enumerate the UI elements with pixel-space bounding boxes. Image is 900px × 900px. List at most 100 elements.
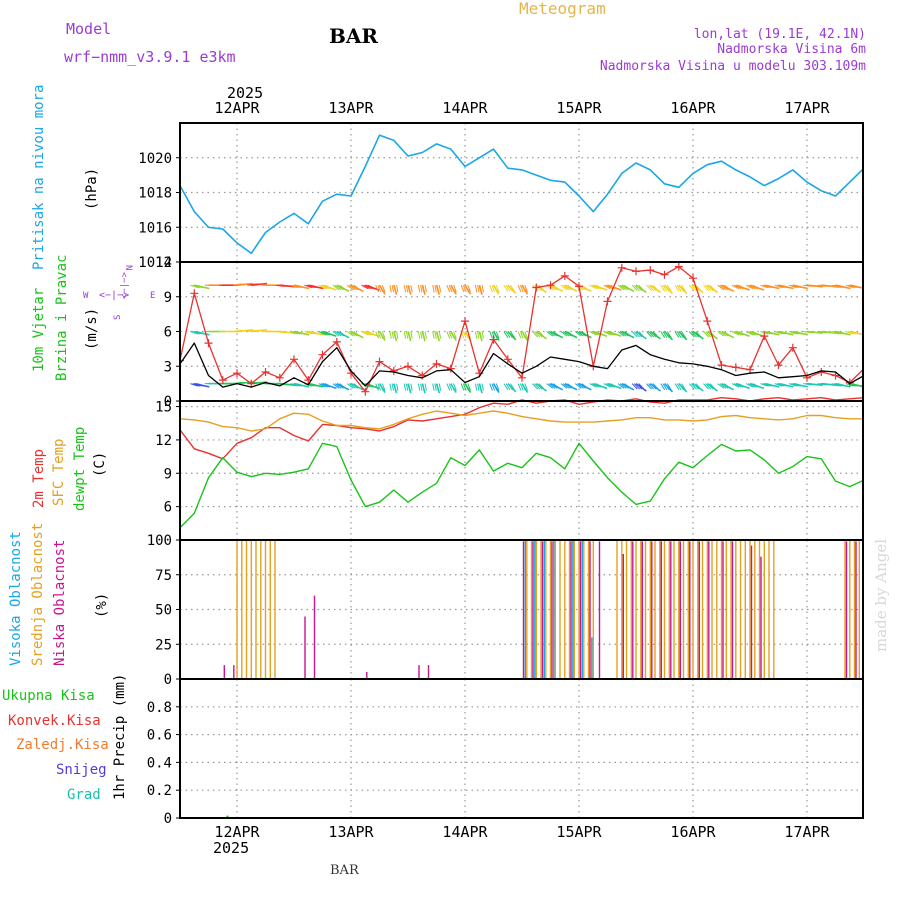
wind-gust-marker [204, 339, 213, 348]
wind-barb-fan [717, 284, 725, 291]
wind-barb-fan [676, 331, 682, 338]
wind-barb-fan [381, 383, 386, 391]
wind-barb-fan [703, 284, 709, 292]
wind-barb-fan [239, 329, 248, 332]
wind-barb-fan [652, 284, 659, 292]
date-label-top: 13APR [328, 99, 374, 117]
wind-barb-fan [681, 383, 686, 391]
station-title: BAR [329, 24, 378, 48]
wind-barb-fan [320, 383, 329, 388]
wind-barb-fan [438, 383, 442, 391]
wind-barb-fan [764, 383, 773, 387]
wind-gust-marker [731, 363, 740, 372]
wind-barb-fan [648, 383, 655, 390]
wind-barb-fan [448, 383, 453, 391]
wind-barb-fan [481, 331, 484, 339]
wind-barb-fan [495, 331, 500, 339]
wind-barb-fan [650, 284, 657, 292]
wind-barb-fan [760, 383, 769, 387]
wind-barb-fan [666, 284, 672, 292]
wind-barb-fan [282, 284, 291, 287]
y-tick-label: 3 [164, 359, 172, 375]
wind-barb-fan [745, 331, 754, 336]
wind-barb-fan [593, 284, 602, 290]
panel-frame [179, 400, 864, 541]
wind-barb-fan [254, 329, 262, 332]
wind-barb-fan [194, 284, 203, 289]
wind-barb-fan [681, 331, 686, 338]
pressure-line [180, 134, 863, 255]
wind-barb-fan [835, 284, 844, 289]
wind-barb-fan [567, 383, 575, 389]
wind-barb-fan [577, 331, 584, 337]
wind-barb-fan [322, 284, 331, 290]
wind-barb-fan [595, 383, 604, 388]
wind-barb-fan [351, 284, 359, 291]
wind-barb-fan [438, 331, 442, 339]
panel-frame [179, 678, 864, 819]
wind-barb-fan [560, 284, 568, 291]
dewpt-line [180, 442, 863, 529]
wind-barb-fan [589, 383, 597, 388]
wind-barb-fan [351, 331, 359, 337]
wind-barb-fan [417, 383, 421, 391]
wind-barb-fan [648, 284, 655, 292]
wind-barb-fan [745, 383, 754, 388]
wind-barb-fan [517, 331, 522, 339]
wind-barb-fan [491, 383, 496, 391]
wind-barb-fan [648, 331, 655, 338]
wind-barb-fan [565, 383, 572, 389]
wind-barb-fan [703, 331, 709, 338]
wind-barb-fan [750, 284, 758, 290]
wind-barb-fan [788, 331, 797, 335]
wind-barb-fan [560, 383, 568, 389]
wind-barb-fan [646, 284, 652, 292]
wind-barb-fan [196, 383, 205, 387]
wind-barb-fan [446, 285, 451, 293]
precip-label-conv: Konvek.Kisa [8, 713, 101, 729]
wind-barb-fan [619, 331, 627, 337]
wind-barb-fan [660, 383, 666, 391]
wind-barb-fan [363, 331, 371, 336]
wind-barb-fan [318, 284, 326, 290]
wind-barb-fan [310, 331, 319, 335]
wind-gust-marker [646, 266, 655, 275]
wind-barb-fan [723, 383, 731, 389]
wind-barb-fan [304, 284, 313, 289]
wind-barb-fan [310, 383, 319, 387]
wind-gust-marker [518, 373, 526, 382]
wind-barb-fan [774, 331, 783, 335]
wind-barb-fan [847, 331, 856, 335]
model-label: Model [66, 20, 111, 38]
wind-gust-marker [617, 263, 626, 272]
wind-barb-fan [631, 383, 638, 390]
wind-barb-fan [764, 284, 773, 289]
wind-barb-fan [674, 284, 680, 292]
wind-barb-fan [310, 284, 319, 289]
y-tick-label: 9 [164, 466, 172, 482]
date-label-bottom: 15APR [556, 823, 602, 841]
wind-barb-fan [524, 331, 528, 339]
wind-barb-fan [524, 383, 528, 391]
wind-gust-marker [318, 350, 327, 359]
wind-barb-fan [709, 284, 716, 292]
wind-barb-fan [306, 284, 315, 289]
wind-gust-marker [361, 387, 370, 396]
wind-barb-fan [503, 383, 509, 391]
y-tick-label: 0.6 [147, 728, 172, 744]
wind-barb-fan [332, 284, 340, 291]
wind-barb-fan [788, 284, 797, 289]
wind-barb-fan [691, 284, 697, 292]
wind-barb-fan [847, 284, 856, 289]
wind-barb-fan [823, 284, 832, 287]
wind-barb-fan [778, 331, 787, 335]
wind-barb-fan [510, 284, 515, 292]
wind-barb-fan [760, 284, 769, 289]
t2m-line [180, 397, 863, 460]
wind-barb-fan [567, 284, 574, 291]
compass-west: W [83, 291, 89, 301]
wind-barb-fan [538, 331, 545, 338]
wind-barb-fan [546, 331, 554, 337]
wind-barb-fan [693, 331, 700, 338]
wind-barb-fan [589, 284, 597, 290]
